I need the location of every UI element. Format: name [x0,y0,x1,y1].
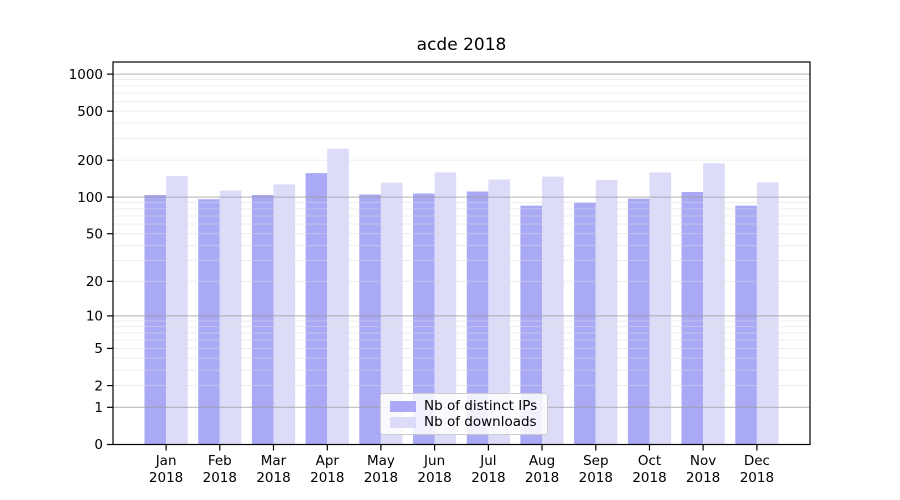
y-tick-label: 20 [86,274,103,290]
x-tick-label-month: Nov [690,453,716,469]
gridlines-group [113,73,810,408]
bar-ips-sep [574,202,596,445]
bar-downloads-oct [649,172,672,445]
bar-downloads-apr [327,148,349,445]
x-tick-label-month: Oct [638,453,661,469]
y-tick-label: 5 [94,341,103,357]
x-tick-label-year: 2018 [579,470,613,486]
y-tick-label: 10 [86,309,103,325]
x-tick-label-month: Mar [261,453,287,469]
y-tick-label: 0 [94,437,103,453]
legend-swatch-distinct-ips [390,400,416,412]
bar-downloads-may [380,182,403,445]
x-tick-label-year: 2018 [525,470,559,486]
bar-ips-apr [305,173,328,445]
y-axis: 0 1 2 5 10 20 50 100 200 500 1000 [69,67,113,453]
x-tick-label-month: Apr [316,453,340,469]
y-tick-label: 500 [77,104,103,120]
bar-downloads-nov [703,163,725,445]
bar-downloads-jan [166,175,188,445]
x-tick-label-year: 2018 [686,470,720,486]
bar-ips-jan [144,195,167,445]
bar-ips-jul [466,191,489,445]
bar-ips-jun [413,193,435,445]
x-tick-label-year: 2018 [149,470,183,486]
x-tick-label-year: 2018 [364,470,398,486]
legend-label-downloads: Nb of downloads [424,414,537,430]
x-tick-label-month: May [367,453,395,469]
x-tick-label-month: Sep [583,453,608,469]
y-tick-label: 100 [77,190,103,206]
legend-label-distinct-ips: Nb of distinct IPs [424,398,538,414]
legend-swatch-downloads [390,416,416,428]
y-tick-label: 200 [77,153,103,169]
bar-downloads-mar [273,184,296,445]
x-tick-label-year: 2018 [256,470,290,486]
x-tick-label-year: 2018 [740,470,774,486]
legend: Nb of distinct IPs Nb of downloads [380,393,548,435]
x-tick-label-year: 2018 [310,470,344,486]
x-tick-label-month: Dec [744,453,770,469]
x-tick-label-month: Jun [423,453,445,469]
x-tick-label-year: 2018 [632,470,666,486]
bar-downloads-jun [434,172,457,445]
bar-downloads-sep [595,179,618,445]
y-tick-label: 2 [94,378,103,394]
x-tick-label-year: 2018 [203,470,237,486]
bar-downloads-dec [756,182,779,445]
y-tick-label: 1000 [69,67,103,83]
bar-ips-aug [520,205,542,445]
bar-ips-nov [681,192,704,445]
legend-item-distinct-ips: Nb of distinct IPs [390,398,537,414]
plot-border [112,61,811,446]
x-tick-label-month: Feb [208,453,232,469]
bar-ips-mar [251,195,274,445]
legend-item-downloads: Nb of downloads [390,414,537,430]
x-tick-label-month: Jul [479,453,496,469]
bar-downloads-aug [542,176,564,445]
bar-ips-may [359,194,381,445]
bar-downloads-feb [219,190,242,445]
x-tick-label-month: Aug [529,453,555,469]
y-tick-label: 50 [86,226,103,242]
x-axis: Jan2018Feb2018Mar2018Apr2018May2018Jun20… [149,444,774,486]
bar-ips-dec [735,205,757,445]
chart-title: acde 2018 [416,35,507,55]
x-tick-label-year: 2018 [417,470,451,486]
x-tick-label-month: Jan [155,453,177,469]
x-tick-label-year: 2018 [471,470,505,486]
y-tick-label: 1 [94,400,103,416]
